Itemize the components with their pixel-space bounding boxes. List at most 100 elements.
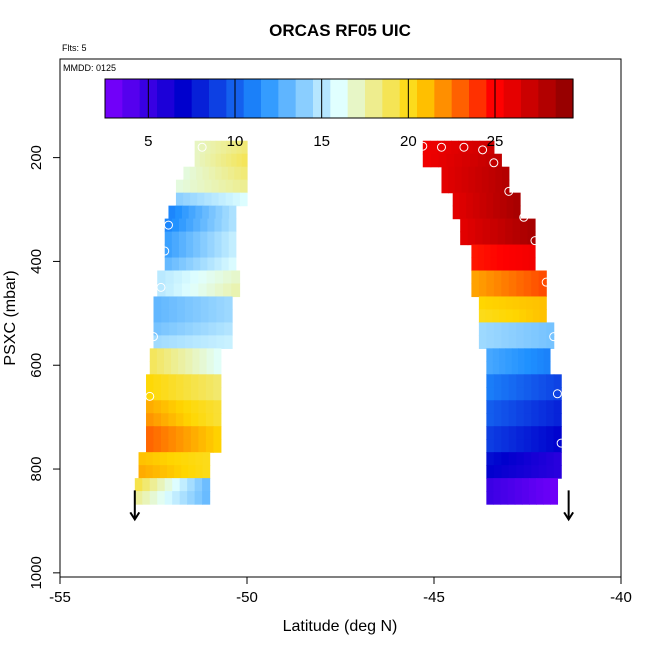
colorbar-swatch (469, 79, 487, 118)
data-cell (197, 192, 205, 207)
data-cell (236, 153, 243, 168)
data-cell (514, 491, 523, 505)
data-cell (194, 153, 201, 168)
data-cell (493, 335, 502, 349)
x-tick-label: -55 (49, 589, 71, 606)
data-cell (532, 296, 541, 311)
data-cell (486, 348, 494, 362)
data-cell (454, 166, 463, 181)
data-cell (198, 426, 207, 440)
data-cell (178, 348, 186, 362)
data-cell (157, 491, 166, 505)
data-cell (460, 218, 469, 233)
data-cell (451, 140, 459, 155)
data-cell (160, 374, 170, 388)
data-cell (523, 374, 532, 388)
data-cell (184, 309, 194, 324)
data-cell (156, 361, 165, 375)
data-cell (145, 465, 154, 479)
data-cell (205, 413, 214, 427)
data-cell (178, 218, 187, 233)
data-cell (190, 413, 199, 427)
data-cell (484, 244, 492, 259)
data-cell (523, 465, 532, 479)
data-cell (213, 348, 222, 362)
data-cell (538, 322, 547, 336)
data-cell (546, 335, 555, 349)
data-cell (553, 400, 562, 414)
data-cell (224, 335, 233, 349)
data-cell (204, 179, 213, 194)
data-cell (153, 296, 162, 311)
data-cell (200, 231, 208, 246)
data-cell (193, 231, 201, 246)
data-cell (171, 218, 180, 233)
data-cell (214, 244, 223, 259)
data-cell (524, 361, 532, 375)
data-cell (222, 205, 230, 220)
data-cell (538, 439, 547, 453)
data-cell (200, 257, 208, 272)
data-cell (493, 439, 502, 453)
data-cell (171, 244, 180, 259)
data-cell (200, 218, 208, 233)
data-cell (458, 140, 467, 155)
data-cell (175, 439, 185, 453)
data-cell (512, 309, 520, 324)
data-cell (175, 387, 185, 401)
data-cell (486, 452, 495, 466)
data-cell (221, 231, 230, 246)
data-cell (179, 478, 188, 492)
data-cell (484, 257, 492, 272)
flight-marker (436, 142, 446, 152)
data-cell (181, 270, 191, 285)
data-cell (523, 283, 532, 298)
data-cell (497, 231, 506, 246)
data-cell (177, 309, 186, 324)
data-cell (508, 322, 517, 336)
data-cell (168, 374, 177, 388)
data-cell (172, 478, 181, 492)
data-cell (190, 426, 199, 440)
data-cell (218, 179, 227, 194)
data-cell (531, 387, 540, 401)
data-cell (205, 400, 214, 414)
data-cell (486, 439, 495, 453)
data-cell (486, 205, 494, 220)
data-cell (200, 309, 210, 324)
data-cell (515, 244, 523, 259)
data-cell (516, 439, 525, 453)
data-cell (538, 374, 547, 388)
data-cell (481, 166, 490, 181)
data-cell (214, 257, 223, 272)
data-cell (528, 257, 536, 272)
data-cell (168, 387, 177, 401)
data-cell (486, 270, 495, 285)
data-cell (492, 296, 500, 311)
data-cell (138, 452, 147, 466)
data-cell (188, 452, 196, 466)
data-cell (142, 491, 151, 505)
data-cell (516, 283, 525, 298)
data-cell (175, 400, 185, 414)
data-cell (192, 309, 202, 324)
data-cell (496, 257, 504, 272)
data-cell (194, 478, 203, 492)
data-cell (215, 205, 223, 220)
data-cell (157, 283, 167, 298)
data-cell (475, 179, 483, 194)
chart-title: ORCAS RF05 UIC (269, 21, 411, 40)
data-cell (186, 244, 194, 259)
data-cell (239, 179, 248, 194)
data-cell (213, 400, 222, 414)
data-cell (195, 465, 204, 479)
colorbar-ticks: 5 10 15 20 25 (144, 79, 503, 150)
data-cell (202, 478, 211, 492)
data-cell (531, 426, 540, 440)
data-cell (501, 426, 510, 440)
data-cell (493, 452, 502, 466)
data-cell (145, 452, 154, 466)
data-cell (546, 426, 555, 440)
data-cell (531, 283, 540, 298)
data-cell (152, 465, 161, 479)
